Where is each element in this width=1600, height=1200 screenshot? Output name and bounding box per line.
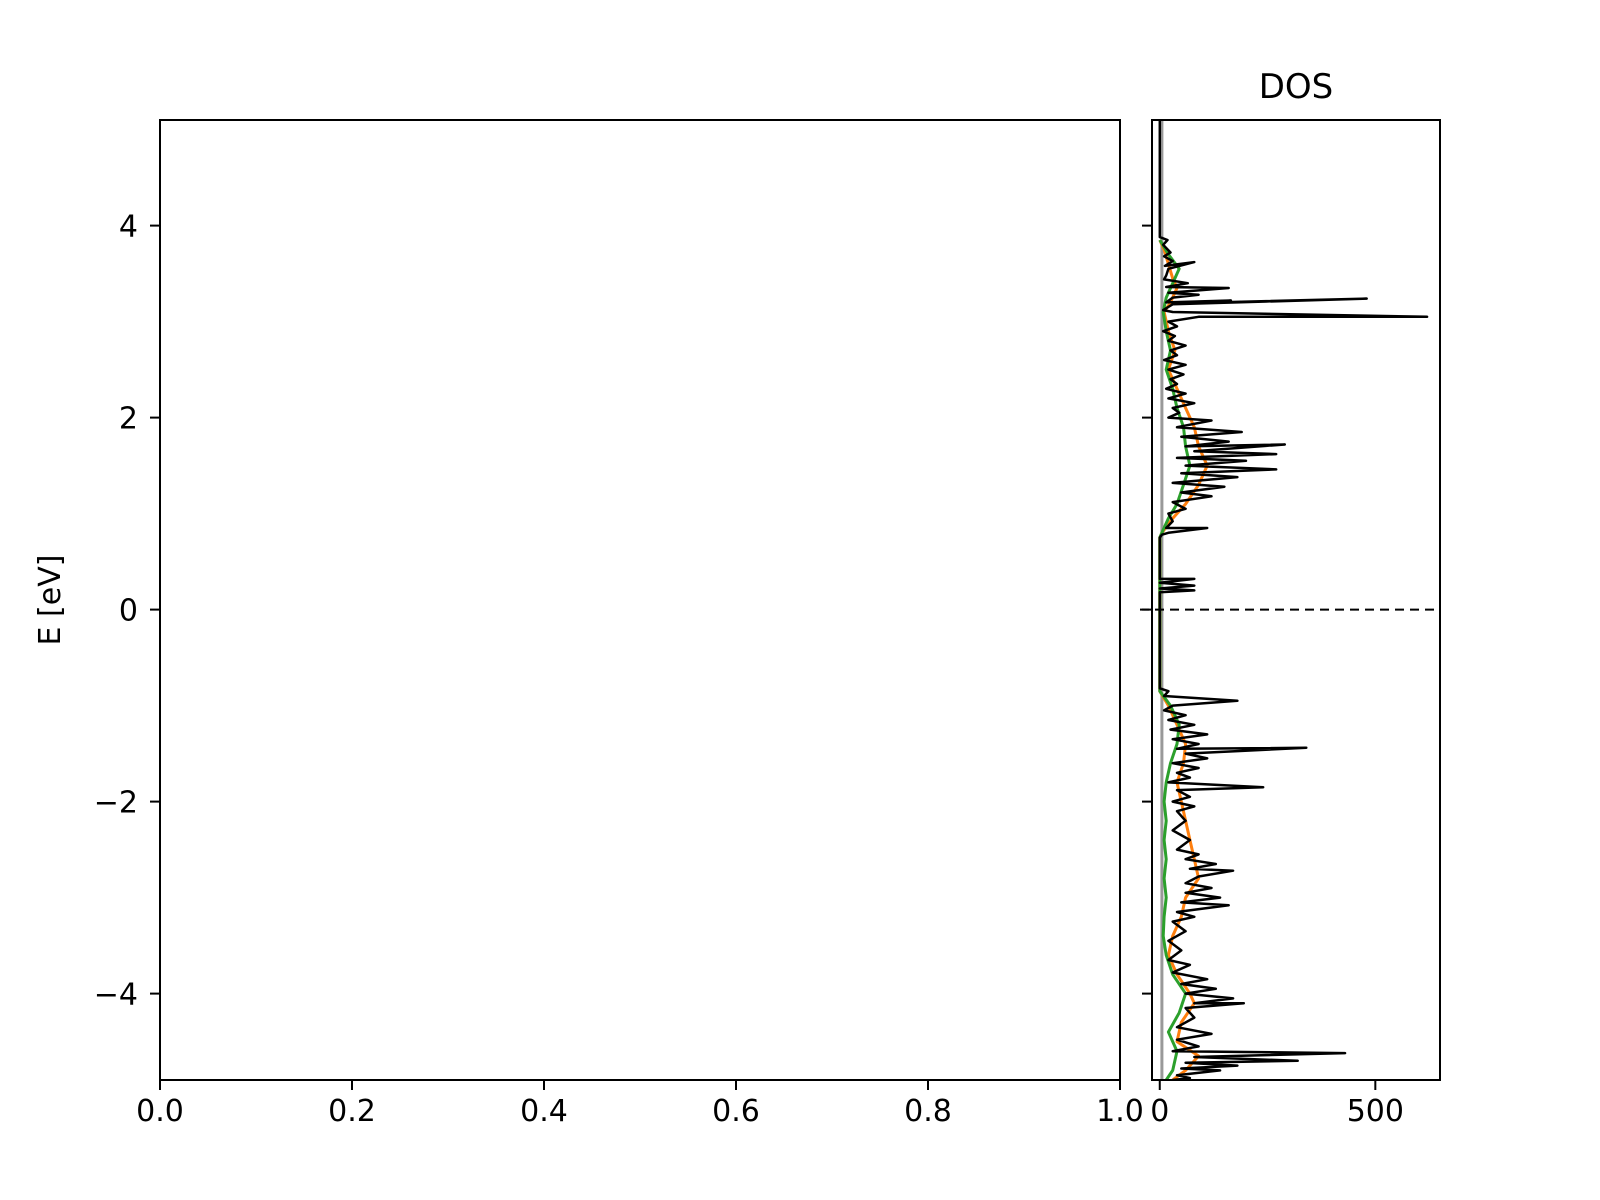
dos-x-tick-label: 0 [1150, 1094, 1169, 1129]
dos-x-tick-label: 500 [1347, 1094, 1404, 1129]
band-x-tick-label: 0.6 [712, 1094, 760, 1129]
dos-title: DOS [1259, 67, 1334, 107]
dos-plot-frame [1151, 119, 1441, 1081]
band-x-tick-label: 0.4 [520, 1094, 568, 1129]
dos-series-line [1158, 120, 1429, 1080]
band-y-tick-label: 4 [119, 210, 138, 245]
dos-x-ticks: 0 500 [1150, 1080, 1404, 1129]
y-axis-label: E [eV] [33, 555, 68, 646]
band-x-tick-label: 1.0 [1096, 1094, 1144, 1129]
dos-panel: 0 500 DOS [1140, 67, 1441, 1129]
dos-plot-background [1152, 120, 1440, 1080]
band-plot-frame [159, 119, 1121, 1081]
band-y-tick-label: 2 [119, 402, 138, 437]
band-y-tick-label: −4 [94, 978, 138, 1013]
band-x-tick-label: 0.0 [136, 1094, 184, 1129]
band-y-ticks: −4 −2 0 2 4 [94, 210, 160, 1013]
band-panel: 0.0 0.2 0.4 0.6 0.8 1.0 −4 −2 0 2 4 E [eV] [33, 119, 1144, 1129]
dos-y-ticks [1142, 224, 1152, 995]
band-x-ticks: 0.0 0.2 0.4 0.6 0.8 1.0 [136, 1080, 1144, 1129]
band-x-tick-label: 0.8 [904, 1094, 952, 1129]
band-y-tick-label: −2 [94, 786, 138, 821]
band-y-tick-label: 0 [119, 594, 138, 629]
band-x-tick-label: 0.2 [328, 1094, 376, 1129]
dos-curves [1158, 120, 1429, 1080]
